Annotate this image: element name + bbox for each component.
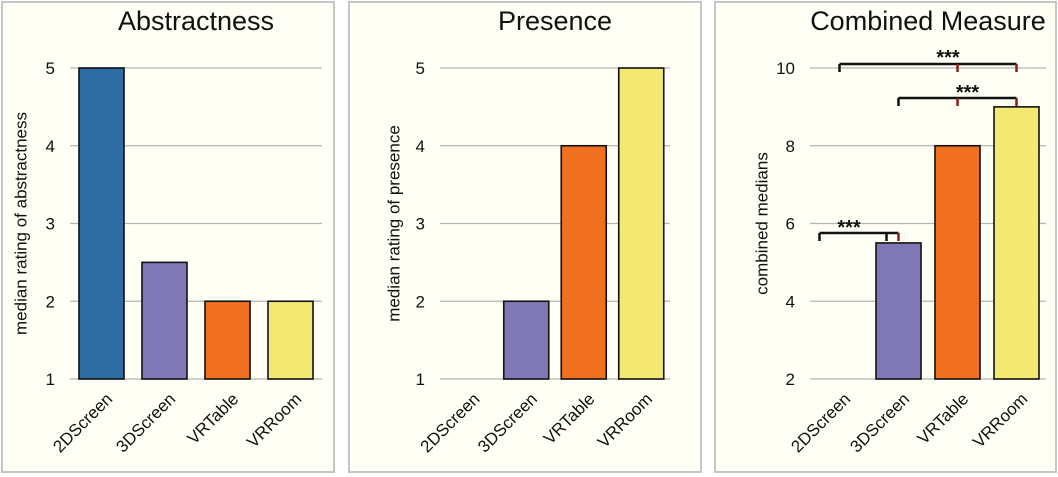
y-tick-label: 5 <box>46 59 55 78</box>
significance-label: *** <box>956 82 980 104</box>
y-tick-label: 1 <box>416 370 425 389</box>
bar <box>560 144 608 380</box>
y-tick-label: 6 <box>786 215 795 234</box>
chart-title: Presence <box>498 6 612 36</box>
bar <box>141 261 188 380</box>
bar <box>502 300 550 380</box>
y-axis-label: median rating of presence <box>384 125 403 322</box>
y-axis-label: combined medians <box>752 152 771 295</box>
bar <box>617 67 665 380</box>
chart-panel-1: Abstractness median rating of abstractnes… <box>1 1 335 473</box>
significance-label: *** <box>936 47 960 69</box>
chart-title: Combined Measure <box>810 6 1046 36</box>
bar <box>993 106 1040 380</box>
y-tick-label: 3 <box>416 215 425 234</box>
panel-frame <box>1 1 335 473</box>
bar <box>875 242 922 380</box>
bar <box>78 67 125 380</box>
y-tick-label: 2 <box>46 292 55 311</box>
y-tick-label: 3 <box>46 215 55 234</box>
bar <box>934 144 981 380</box>
y-axis-label: median rating of abstractness <box>11 112 30 335</box>
y-tick-label: 2 <box>786 370 795 389</box>
y-tick-label: 5 <box>416 59 425 78</box>
y-tick-label: 8 <box>786 137 795 156</box>
y-tick-label: 4 <box>46 137 55 156</box>
bar <box>267 300 314 380</box>
chart-title: Abstractness <box>118 6 274 36</box>
y-tick-label: 10 <box>776 59 795 78</box>
y-tick-label: 2 <box>416 292 425 311</box>
bar <box>204 300 251 380</box>
significance-label: *** <box>837 217 861 239</box>
y-tick-label: 1 <box>46 370 55 389</box>
y-tick-label: 4 <box>786 292 795 311</box>
y-tick-label: 4 <box>416 137 425 156</box>
